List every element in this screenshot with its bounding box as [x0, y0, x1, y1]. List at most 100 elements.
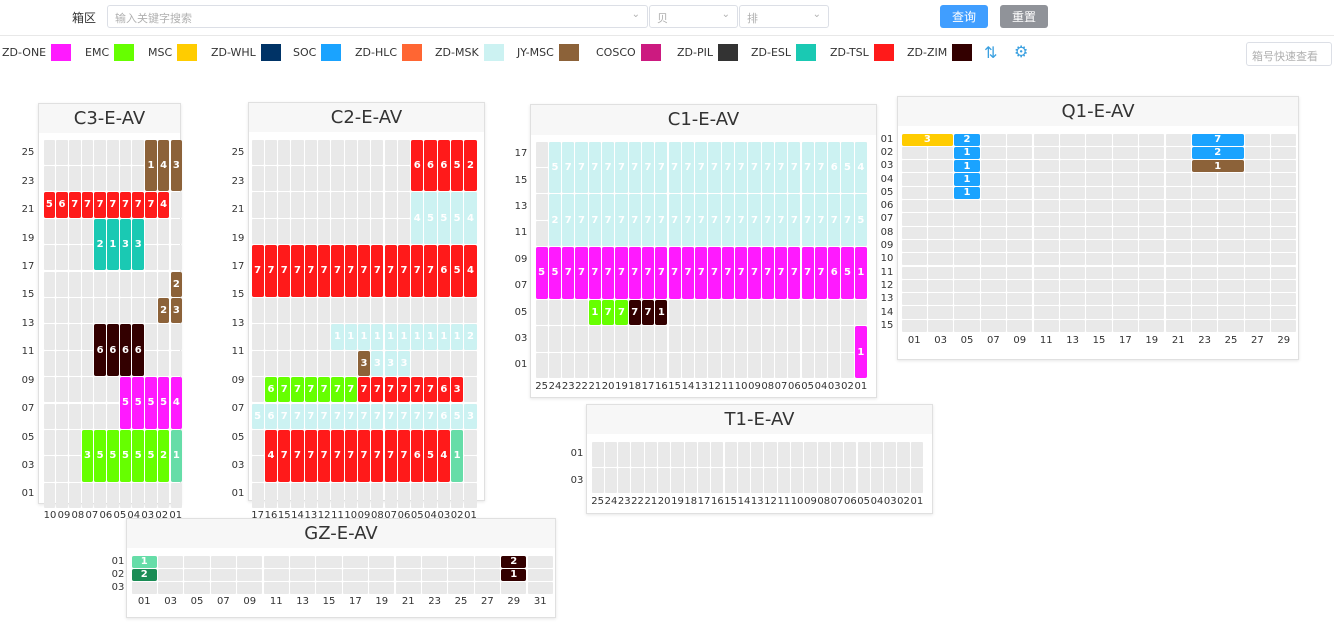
legend-item[interactable]: ZD-ESL	[751, 44, 817, 61]
container-stack[interactable]: 7	[384, 429, 397, 482]
slot-cell[interactable]	[1218, 213, 1244, 226]
slot-cell[interactable]	[184, 582, 210, 595]
slot-cell[interactable]	[954, 253, 980, 266]
slot-cell[interactable]	[56, 456, 68, 482]
container-stack[interactable]: 7	[278, 403, 291, 429]
slot-cell[interactable]	[437, 297, 450, 324]
slot-cell[interactable]	[668, 299, 681, 326]
slot-cell[interactable]	[604, 441, 618, 467]
legend-item[interactable]: EMC	[85, 44, 135, 61]
slot-cell[interactable]	[1244, 266, 1271, 279]
slot-cell[interactable]	[954, 319, 980, 332]
slot-cell[interactable]	[1191, 213, 1218, 226]
slot-cell[interactable]	[357, 165, 371, 192]
slot-cell[interactable]	[43, 218, 56, 245]
container-stack[interactable]: 7	[397, 245, 411, 297]
container-stack[interactable]: 1	[344, 324, 357, 350]
slot-cell[interactable]	[801, 326, 814, 352]
container-stack[interactable]: 6	[411, 139, 424, 192]
container-stack[interactable]: 5	[451, 139, 464, 192]
slot-cell[interactable]	[1007, 319, 1033, 332]
container-stack[interactable]: 7	[278, 245, 291, 297]
slot-cell[interactable]	[575, 326, 588, 352]
slot-cell[interactable]	[980, 319, 1007, 332]
container-stack[interactable]: 2	[501, 555, 527, 568]
container-stack[interactable]: 7	[602, 299, 615, 326]
slot-cell[interactable]	[591, 467, 604, 494]
container-stack[interactable]: 7	[708, 247, 721, 299]
container-stack[interactable]: 4	[464, 245, 477, 297]
container-stack[interactable]: 7	[628, 194, 641, 247]
slot-cell[interactable]	[535, 220, 548, 247]
slot-cell[interactable]	[791, 467, 804, 494]
slot-cell[interactable]	[1244, 226, 1271, 239]
slot-cell[interactable]	[857, 441, 870, 467]
slot-cell[interactable]	[1191, 226, 1218, 239]
slot-cell[interactable]	[527, 555, 553, 568]
slot-cell[interactable]	[1139, 226, 1165, 239]
slot-cell[interactable]	[1059, 319, 1086, 332]
gear-icon[interactable]: ⚙	[1014, 42, 1029, 61]
slot-cell[interactable]	[251, 297, 264, 324]
slot-cell[interactable]	[397, 297, 411, 324]
slot-cell[interactable]	[81, 377, 94, 403]
container-stack[interactable]: 1	[397, 324, 411, 350]
slot-cell[interactable]	[671, 467, 684, 494]
container-stack[interactable]: 4	[437, 429, 450, 482]
container-stack[interactable]: 5	[424, 429, 437, 482]
slot-cell[interactable]	[1218, 253, 1244, 266]
slot-cell[interactable]	[814, 326, 828, 352]
container-stack[interactable]: 7	[344, 245, 357, 297]
slot-cell[interactable]	[615, 352, 628, 379]
slot-cell[interactable]	[157, 555, 184, 568]
slot-cell[interactable]	[464, 456, 477, 482]
container-stack[interactable]: 7	[357, 377, 371, 403]
slot-cell[interactable]	[411, 297, 424, 324]
container-stack[interactable]: 1	[854, 326, 867, 379]
slot-cell[interactable]	[535, 141, 548, 167]
slot-cell[interactable]	[56, 218, 68, 245]
slot-cell[interactable]	[1139, 319, 1165, 332]
slot-cell[interactable]	[107, 482, 119, 509]
legend-item[interactable]: SOC	[293, 44, 342, 61]
slot-cell[interactable]	[43, 324, 56, 350]
container-stack[interactable]: 7	[721, 247, 734, 299]
container-stack[interactable]: 7	[721, 194, 734, 247]
slot-cell[interactable]	[397, 192, 411, 218]
container-stack[interactable]: 7	[331, 403, 344, 429]
container-stack[interactable]: 7	[68, 192, 81, 218]
slot-cell[interactable]	[980, 173, 1007, 186]
container-stack[interactable]: 7	[681, 141, 695, 194]
slot-cell[interactable]	[548, 352, 562, 379]
slot-cell[interactable]	[535, 326, 548, 352]
slot-cell[interactable]	[81, 350, 94, 377]
slot-cell[interactable]	[81, 297, 94, 324]
slot-cell[interactable]	[1139, 133, 1165, 146]
slot-cell[interactable]	[897, 467, 910, 494]
slot-cell[interactable]	[145, 297, 157, 324]
container-stack[interactable]: 5	[424, 192, 437, 245]
slot-cell[interactable]	[264, 350, 278, 377]
slot-cell[interactable]	[448, 555, 474, 568]
slot-cell[interactable]	[451, 350, 464, 377]
container-stack[interactable]: 4	[411, 192, 424, 245]
container-stack[interactable]: 2	[157, 429, 170, 482]
slot-cell[interactable]	[1165, 146, 1191, 160]
slot-cell[interactable]	[1218, 200, 1244, 213]
container-stack[interactable]: 7	[814, 247, 828, 299]
slot-cell[interactable]	[777, 441, 790, 467]
slot-cell[interactable]	[291, 192, 304, 218]
slot-cell[interactable]	[1007, 133, 1033, 146]
slot-cell[interactable]	[371, 218, 384, 245]
slot-cell[interactable]	[81, 324, 94, 350]
slot-cell[interactable]	[94, 297, 106, 324]
container-stack[interactable]: 1	[954, 160, 980, 173]
container-stack[interactable]: 7	[371, 429, 384, 482]
slot-cell[interactable]	[901, 239, 927, 253]
container-stack[interactable]: 7	[575, 194, 588, 247]
slot-cell[interactable]	[278, 139, 291, 165]
container-stack[interactable]: 7	[575, 141, 588, 194]
slot-cell[interactable]	[644, 467, 657, 494]
slot-cell[interactable]	[1086, 306, 1112, 319]
slot-cell[interactable]	[56, 377, 68, 403]
